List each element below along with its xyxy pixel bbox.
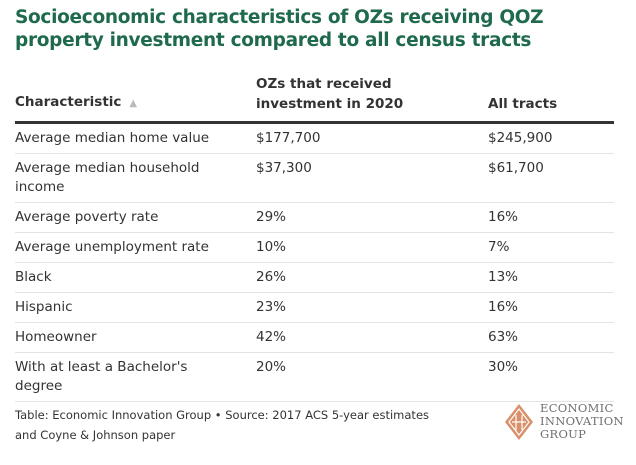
chart-title: Socioeconomic characteristics of OZs rec…	[15, 7, 544, 51]
characteristic-cell: Average median household income	[15, 153, 256, 203]
column-header-all-tracts[interactable]: All tracts	[488, 74, 614, 124]
ozs-value-cell: $37,300	[256, 153, 488, 203]
table-row: Black 26% 13%	[15, 262, 614, 293]
table-row: Average median home value $177,700 $245,90…	[15, 122, 614, 154]
ozs-value-cell: 23%	[256, 292, 488, 323]
all-tracts-value-cell: 16%	[488, 292, 614, 323]
all-tracts-value-cell: 63%	[488, 322, 614, 353]
ozs-value-cell: 26%	[256, 262, 488, 293]
footer-source: Table: Economic Innovation Group • Sourc…	[15, 408, 430, 442]
characteristic-cell: Homeowner	[15, 322, 256, 353]
header-row: Characteristic ▲ OZs that received invest…	[15, 74, 614, 124]
table-row: Average unemployment rate 10% 7%	[15, 232, 614, 263]
all-tracts-value-cell: 30%	[488, 352, 614, 402]
ozs-value-cell: 10%	[256, 232, 488, 263]
data-table: Characteristic ▲ OZs that received invest…	[15, 74, 614, 402]
all-tracts-value-cell: 16%	[488, 202, 614, 233]
all-tracts-value-cell: $245,900	[488, 122, 614, 154]
all-tracts-value-cell: 7%	[488, 232, 614, 263]
column-header-ozs[interactable]: OZs that received investment in 2020	[256, 74, 488, 124]
characteristic-cell: Average median home value	[15, 122, 256, 154]
table-row: Hispanic 23% 16%	[15, 292, 614, 323]
all-tracts-value-cell: $61,700	[488, 153, 614, 203]
table-row: Average poverty rate 29% 16%	[15, 202, 614, 233]
sort-ascending-icon[interactable]: ▲	[129, 98, 138, 109]
all-tracts-value-cell: 13%	[488, 262, 614, 293]
ozs-value-cell: 29%	[256, 202, 488, 233]
table-row: Homeowner 42% 63%	[15, 322, 614, 353]
characteristic-cell: Average unemployment rate	[15, 232, 256, 263]
characteristic-cell: Hispanic	[15, 292, 256, 323]
economic-innovation-group-logo: ECONOMIC INNOVATION GROUP	[504, 402, 624, 441]
table-row: With at least a Bachelor's degree 20% 30%	[15, 352, 614, 402]
column-header-characteristic[interactable]: Characteristic ▲	[15, 74, 256, 124]
ozs-value-cell: 42%	[256, 322, 488, 353]
ozs-value-cell: 20%	[256, 352, 488, 402]
table-row: Average median household income $37,300 $6…	[15, 153, 614, 203]
characteristic-cell: Average poverty rate	[15, 202, 256, 233]
ozs-value-cell: $177,700	[256, 122, 488, 154]
diamond-logo-icon	[505, 403, 533, 440]
characteristic-cell: Black	[15, 262, 256, 293]
characteristic-cell: With at least a Bachelor's degree	[15, 352, 256, 402]
